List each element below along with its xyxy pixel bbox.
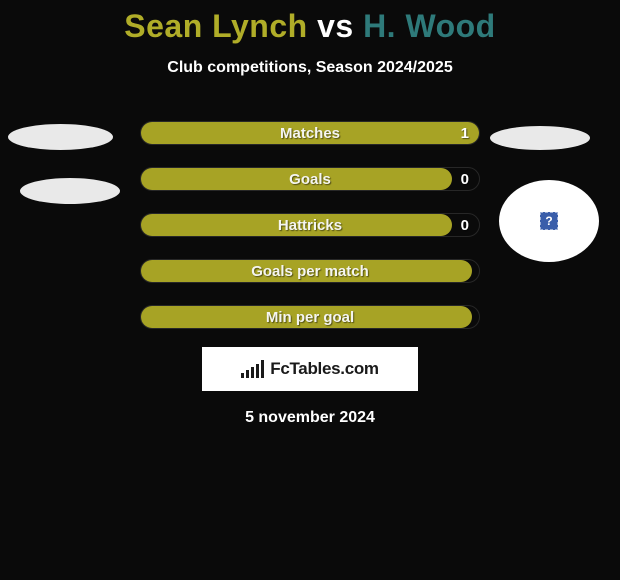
date-text: 5 november 2024 (0, 409, 620, 427)
page-title: Sean Lynch vs H. Wood (0, 0, 620, 45)
decorative-ellipse (20, 178, 120, 204)
logo-bar (241, 373, 244, 378)
stat-label: Goals (289, 171, 331, 188)
stat-value-right: 0 (461, 171, 469, 188)
badge-glyph: ? (545, 214, 552, 228)
team-badge: ? (499, 180, 599, 262)
stat-label: Matches (280, 125, 340, 142)
logo-bars-icon (241, 360, 264, 378)
stat-label: Hattricks (278, 217, 342, 234)
vs-text: vs (317, 8, 354, 44)
logo-bar (246, 370, 249, 378)
subtitle: Club competitions, Season 2024/2025 (0, 59, 620, 77)
stat-label: Goals per match (251, 263, 369, 280)
stat-value-right: 1 (461, 125, 469, 142)
stat-pill: Matches 1 (140, 121, 480, 145)
stat-value-right: 0 (461, 217, 469, 234)
stat-pill: Goals 0 (140, 167, 480, 191)
stat-label: Min per goal (266, 309, 354, 326)
player1-name: Sean Lynch (124, 8, 307, 44)
decorative-ellipse (8, 124, 113, 150)
decorative-ellipse (490, 126, 590, 150)
stat-pill: Hattricks 0 (140, 213, 480, 237)
stat-pill: Goals per match (140, 259, 480, 283)
player2-name: H. Wood (363, 8, 496, 44)
fctables-logo: FcTables.com (202, 347, 418, 391)
stat-pill: Min per goal (140, 305, 480, 329)
logo-text: FcTables.com (270, 359, 379, 379)
comparison-card: Sean Lynch vs H. Wood Club competitions,… (0, 0, 620, 580)
logo-bar (251, 367, 254, 378)
badge-placeholder-icon: ? (540, 212, 558, 230)
logo-bar (256, 364, 259, 378)
logo-bar (261, 360, 264, 378)
